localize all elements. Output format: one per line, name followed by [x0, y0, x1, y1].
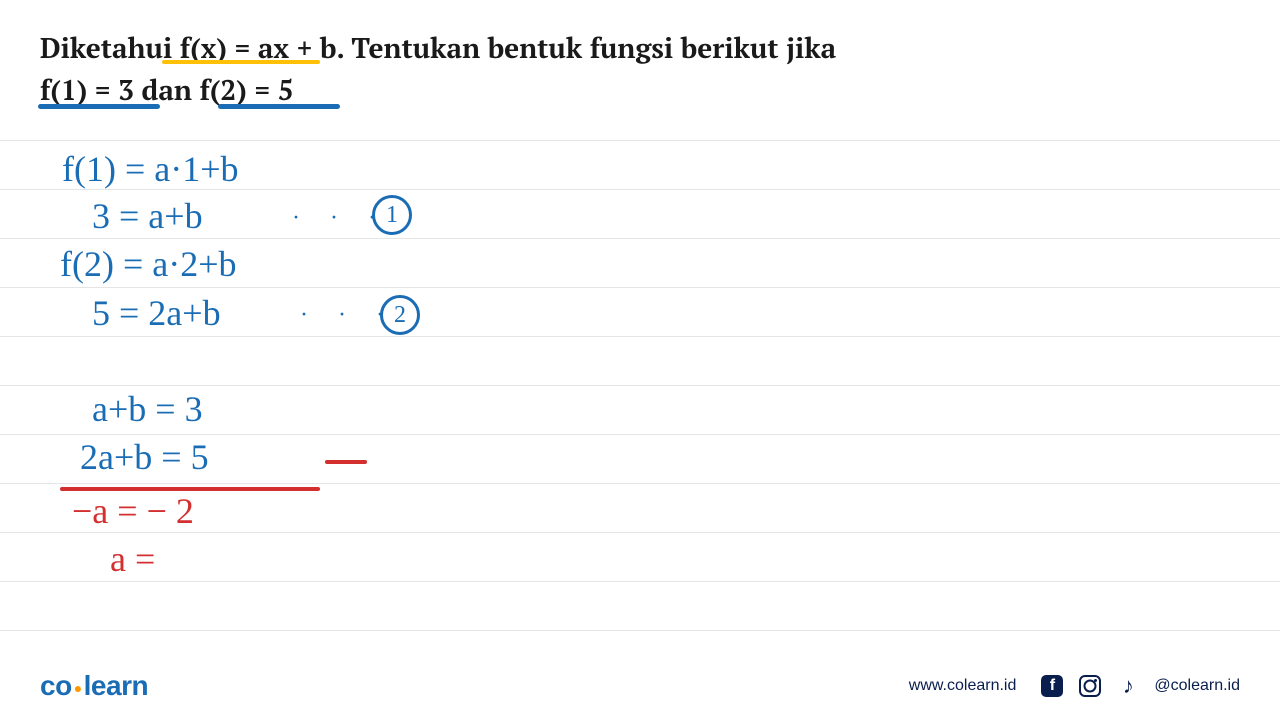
subtraction-line	[60, 487, 320, 491]
handwritten-line: 5 = 2a+b	[92, 292, 221, 334]
handwriting-layer: f(1) = a·1+b 3 = a+b f(2) = a·2+b 5 = 2a+b a…	[0, 0, 1280, 720]
tiktok-icon: ♪	[1116, 674, 1140, 698]
handwritten-line: f(2) = a·2+b	[60, 243, 237, 285]
handwritten-line: a+b = 3	[92, 388, 203, 430]
facebook-icon: f	[1040, 674, 1064, 698]
equation-label-circle: 1	[372, 195, 412, 235]
footer: co●learn www.colearn.id f ♪ @colearn.id	[40, 670, 1240, 702]
instagram-icon	[1078, 674, 1102, 698]
logo-dot: ●	[72, 680, 84, 696]
handwritten-line: a =	[110, 538, 155, 580]
equation-label-circle: 2	[380, 295, 420, 335]
logo-learn: learn	[84, 670, 148, 701]
logo: co●learn	[40, 670, 148, 702]
minus-operator	[325, 460, 367, 464]
page-container: Diketahui f(x) = ax + b. Tentukan bentuk…	[0, 0, 1280, 720]
handwritten-line: 2a+b = 5	[80, 436, 209, 478]
footer-url: www.colearn.id	[909, 677, 1017, 695]
handwritten-line: 3 = a+b	[92, 195, 203, 237]
logo-co: co	[40, 670, 72, 701]
handwritten-line: −a = − 2	[72, 490, 194, 532]
handwritten-line: f(1) = a·1+b	[62, 148, 239, 190]
footer-handle: @colearn.id	[1154, 677, 1240, 695]
footer-right: www.colearn.id f ♪ @colearn.id	[909, 674, 1240, 698]
